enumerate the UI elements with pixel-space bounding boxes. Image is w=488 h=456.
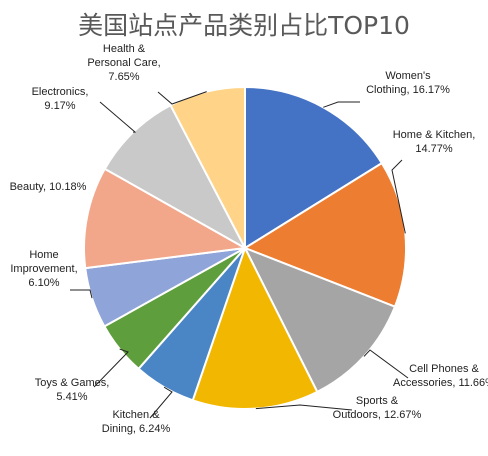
leader-line xyxy=(99,101,137,133)
leader-line xyxy=(363,349,409,379)
leader-line xyxy=(323,101,360,108)
pie-slices xyxy=(83,85,407,410)
slice-label-kitchen-dining: Kitchen & Dining, 6.24% xyxy=(102,409,171,435)
leader-line xyxy=(149,386,173,419)
leader-line xyxy=(391,159,406,234)
slice-label-toys-games: Toys & Games, 5.41% xyxy=(35,377,110,403)
leader-line xyxy=(93,348,129,388)
slice-label-health-personal-care: Health & Personal Care, 7.65% xyxy=(87,43,160,83)
leader-line xyxy=(70,289,93,299)
slice-label-women-s-clothing: Women's Clothing, 16.17% xyxy=(366,70,450,96)
slice-label-home-kitchen: Home & Kitchen, 14.77% xyxy=(393,129,476,155)
pie-slice-health-personal-care xyxy=(169,85,246,249)
slice-label-sports-outdoors: Sports & Outdoors, 12.67% xyxy=(333,395,422,421)
slice-label-cell-phones-accessories: Cell Phones & Accessories, 11.66% xyxy=(393,363,488,389)
leader-lines xyxy=(70,91,409,419)
slice-labels: Women's Clothing, 16.17% Home & Kitchen, 14… xyxy=(10,43,488,435)
slice-label-electronics: Electronics, 9.17% xyxy=(32,86,89,112)
slice-label-home-improvement: Home Improvement, 6.10% xyxy=(10,249,77,289)
slice-label-beauty: Beauty, 10.18% xyxy=(10,181,87,193)
leader-line xyxy=(157,91,207,105)
chart-title: 美国站点产品类别占比TOP10 xyxy=(78,11,410,40)
pie-slice-cell-phones-accessories xyxy=(242,246,397,394)
leader-line xyxy=(255,404,353,411)
pie-slice-women-s-clothing xyxy=(244,85,384,250)
pie-slice-beauty xyxy=(83,167,249,270)
